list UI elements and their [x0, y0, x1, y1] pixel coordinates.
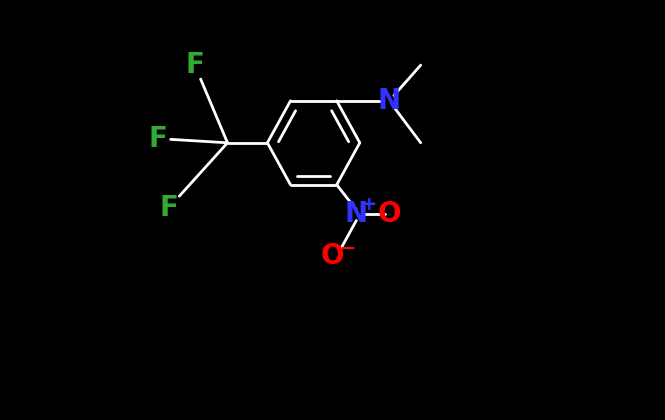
- Text: +: +: [361, 195, 377, 215]
- Text: F: F: [149, 125, 168, 152]
- Text: −: −: [340, 239, 356, 258]
- Text: N: N: [378, 87, 401, 115]
- Text: O: O: [378, 200, 401, 228]
- Text: N: N: [344, 200, 367, 228]
- Text: F: F: [186, 51, 204, 79]
- Text: O: O: [321, 242, 344, 270]
- Text: F: F: [159, 194, 178, 222]
